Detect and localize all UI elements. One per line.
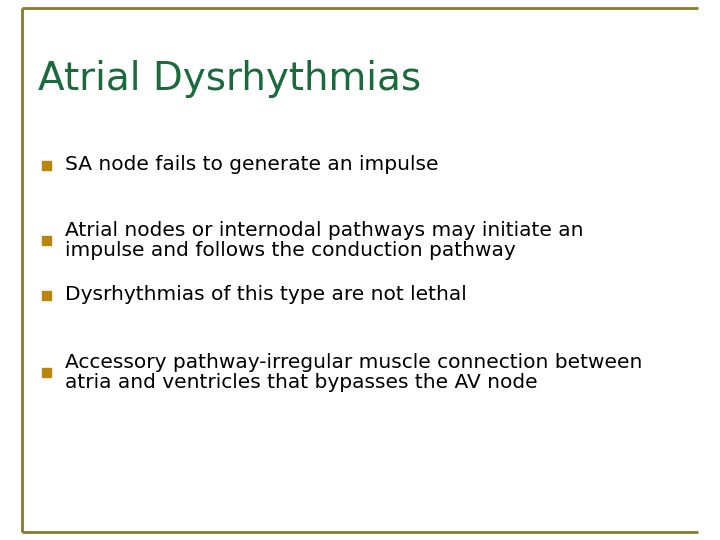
Bar [42,291,51,300]
Text: Dysrhythmias of this type are not lethal: Dysrhythmias of this type are not lethal [65,286,467,305]
Text: Atrial Dysrhythmias: Atrial Dysrhythmias [38,60,421,98]
Bar [42,160,51,170]
Text: atria and ventricles that bypasses the AV node: atria and ventricles that bypasses the A… [65,373,538,392]
Text: impulse and follows the conduction pathway: impulse and follows the conduction pathw… [65,240,516,260]
Text: Atrial nodes or internodal pathways may initiate an: Atrial nodes or internodal pathways may … [65,220,583,240]
Bar [42,235,51,245]
Text: Accessory pathway-irregular muscle connection between: Accessory pathway-irregular muscle conne… [65,353,642,372]
Bar [42,368,51,376]
Text: SA node fails to generate an impulse: SA node fails to generate an impulse [65,156,438,174]
